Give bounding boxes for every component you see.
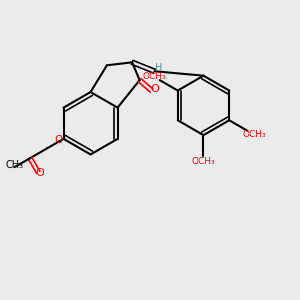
Text: OCH₃: OCH₃ xyxy=(142,72,166,81)
Text: O: O xyxy=(150,84,159,94)
Text: O: O xyxy=(55,135,63,145)
Text: OCH₃: OCH₃ xyxy=(242,130,266,139)
Text: O: O xyxy=(35,168,44,178)
Text: OCH₃: OCH₃ xyxy=(192,158,215,166)
Text: H: H xyxy=(155,63,163,73)
Text: CH₃: CH₃ xyxy=(6,160,24,170)
